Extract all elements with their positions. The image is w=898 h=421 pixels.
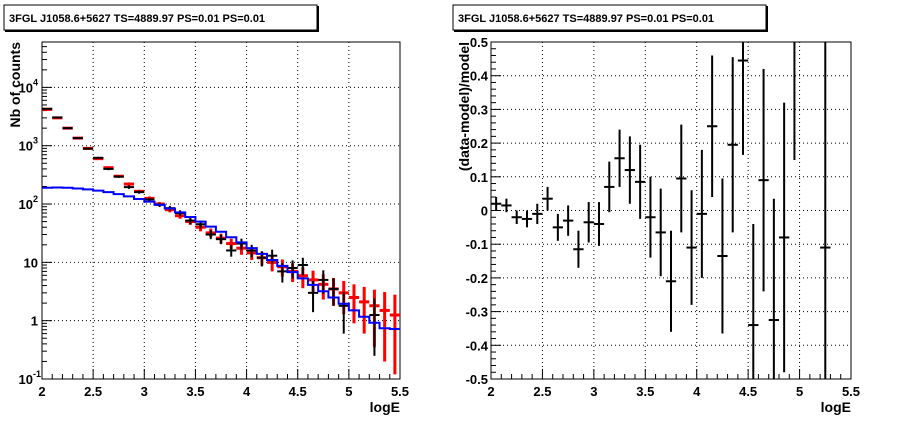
left-y-tick-label: 10-1 <box>19 369 41 387</box>
left-pad: 3FGL J1058.6+5627 TS=4889.97 PS=0.01 PS=… <box>3 4 409 415</box>
left-x-tick-label: 2 <box>38 384 45 399</box>
right-chart-title: 3FGL J1058.6+5627 TS=4889.97 PS=0.01 PS=… <box>458 13 714 25</box>
left-x-tick-label: 3 <box>141 384 148 399</box>
right-y-tick-label: -0.1 <box>466 237 488 252</box>
right-pad: 3FGL J1058.6+5627 TS=4889.97 PS=0.01 PS=… <box>452 4 860 415</box>
right-title-box: 3FGL J1058.6+5627 TS=4889.97 PS=0.01 PS=… <box>452 4 768 32</box>
right-x-tick-label: 2.5 <box>533 384 551 399</box>
left-x-tick-label: 4 <box>243 384 251 399</box>
right-data <box>491 42 831 379</box>
right-y-axis-title: (data-model)/model <box>456 42 472 171</box>
left-y-tick-label: 104 <box>19 77 38 95</box>
right-y-tick-label: 0.1 <box>470 170 488 185</box>
right-x-tick-label: 3.5 <box>636 384 654 399</box>
right-y-tick-label: -0.5 <box>466 372 488 387</box>
left-y-axis-title: Nb of counts <box>7 42 23 128</box>
right-x-tick-label: 4.5 <box>739 384 757 399</box>
right-x-tick-label: 4 <box>693 384 701 399</box>
right-y-tick-label: -0.3 <box>466 305 488 320</box>
right-x-tick-label: 2 <box>487 384 494 399</box>
right-y-tick-label: 0.5 <box>470 35 488 50</box>
left-x-tick-label: 2.5 <box>84 384 102 399</box>
right-x-tick-label: 3 <box>590 384 597 399</box>
left-x-tick-label: 5.5 <box>391 384 409 399</box>
left-grid <box>42 42 400 379</box>
left-y-tick-label: 102 <box>19 194 38 212</box>
right-grid <box>491 42 851 379</box>
left-x-tick-label: 3.5 <box>186 384 204 399</box>
right-ticks: 2 2.5 3 3.5 4 4.5 5 5.5 -0.5 -0.4 -0.3 -0.2 -0.1 0 0.1… <box>466 35 860 399</box>
left-ticks: 2 2.5 3 3.5 4 4.5 5 5.5 10-1 1 10 102 103 104 <box>19 41 409 399</box>
left-y-tick-label: 10 <box>24 255 38 270</box>
left-chart-title: 3FGL J1058.6+5627 TS=4889.97 PS=0.01 PS=… <box>9 13 265 25</box>
right-y-tick-label: -0.4 <box>466 338 489 353</box>
left-data <box>42 107 400 375</box>
left-x-tick-label: 5 <box>345 384 352 399</box>
left-title-box: 3FGL J1058.6+5627 TS=4889.97 PS=0.01 PS=… <box>3 4 319 32</box>
right-x-tick-label: 5 <box>796 384 803 399</box>
right-y-tick-label: 0 <box>481 204 488 219</box>
model-step-line <box>42 186 400 330</box>
left-y-tick-label: 103 <box>19 136 38 154</box>
left-x-tick-label: 4.5 <box>289 384 307 399</box>
right-y-tick-label: 0.2 <box>470 136 488 151</box>
left-y-tick-label: 1 <box>31 314 38 329</box>
right-y-tick-label: 0.3 <box>470 102 488 117</box>
left-x-axis-title: logE <box>370 399 400 415</box>
right-x-tick-label: 5.5 <box>842 384 860 399</box>
right-y-tick-label: 0.4 <box>470 69 489 84</box>
right-y-tick-label: -0.2 <box>466 271 488 286</box>
left-frame <box>41 41 401 380</box>
right-x-axis-title: logE <box>821 399 851 415</box>
